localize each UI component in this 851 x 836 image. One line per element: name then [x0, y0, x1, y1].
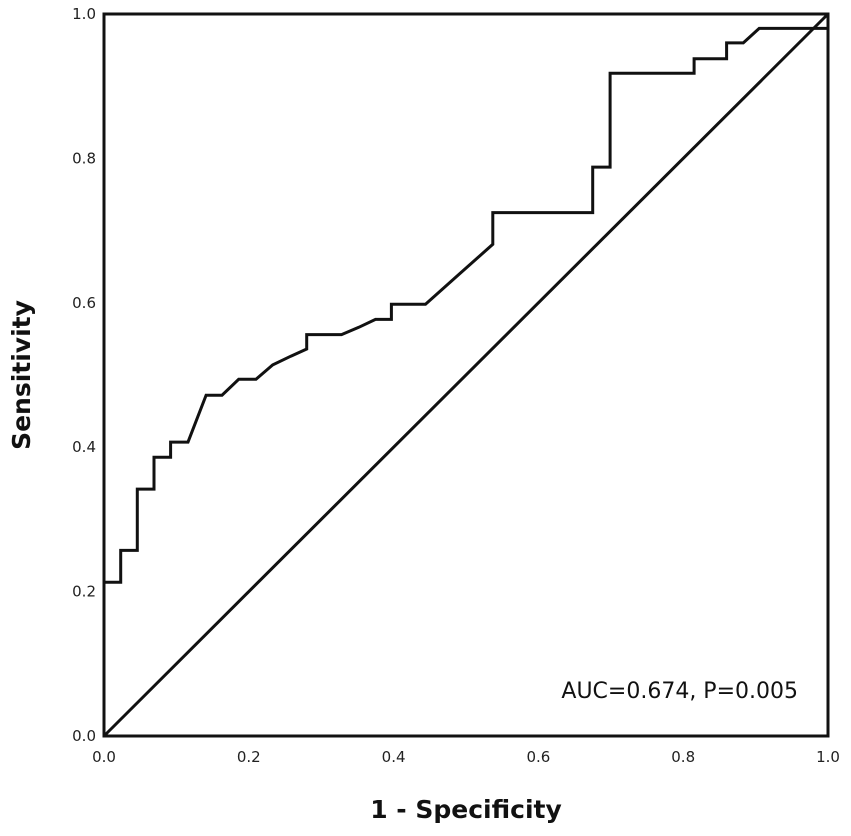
y-axis-title: Sensitivity	[7, 300, 36, 450]
marks-layer	[102, 12, 830, 738]
y-tick-label: 1.0	[72, 5, 96, 23]
reference-diagonal-line	[102, 12, 830, 738]
y-tick-label: 0.0	[72, 727, 96, 745]
y-tick-label: 0.8	[72, 149, 96, 167]
x-tick-label: 0.2	[237, 748, 261, 766]
x-tick-label: 1.0	[816, 748, 840, 766]
ticks-layer: 0.0 0.2 0.4 0.6 0.8 1.0 0.0 0.2 0.4 0.6 0.8 1.0	[72, 5, 840, 766]
auc-annotation: AUC=0.674, P=0.005	[561, 679, 798, 704]
plot-frame	[102, 12, 830, 738]
roc-curve-line	[102, 14, 830, 736]
x-axis-title: 1 - Specificity	[370, 795, 562, 824]
x-tick-label: 0.0	[92, 748, 116, 766]
y-tick-label: 0.6	[72, 294, 96, 312]
x-tick-label: 0.6	[526, 748, 550, 766]
x-tick-label: 0.4	[382, 748, 406, 766]
y-tick-label: 0.4	[72, 438, 96, 456]
x-tick-label: 0.8	[671, 748, 695, 766]
y-tick-label: 0.2	[72, 583, 96, 601]
